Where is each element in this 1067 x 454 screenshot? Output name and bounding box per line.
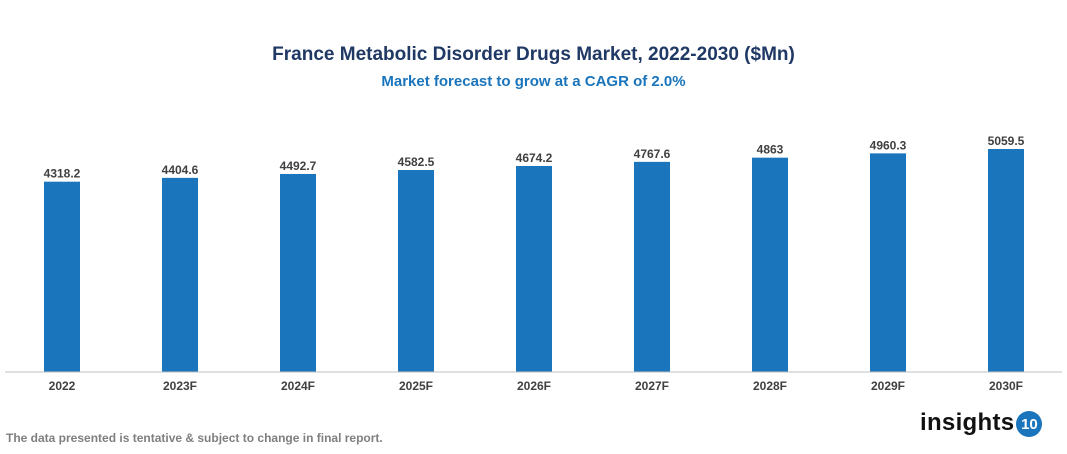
data-label: 4404.6 [162,163,199,177]
insights10-logo: insights 10 [920,408,1043,437]
data-label: 4582.5 [398,155,435,169]
x-tick-label: 2029F [871,379,905,393]
bar-2027F [634,161,670,372]
x-tick-label: 2023F [163,379,197,393]
bar-2028F [752,157,788,372]
x-tick-label: 2030F [989,379,1023,393]
data-label: 4863 [757,143,784,157]
data-label: 4674.2 [516,151,553,165]
logo-text: insights [920,408,1015,436]
chart-subtitle: Market forecast to grow at a CAGR of 2.0… [381,73,686,90]
bar-2026F [516,165,552,372]
bar-2030F [988,149,1024,372]
x-tick-label: 2025F [399,379,433,393]
data-label: 4318.2 [44,167,81,181]
data-label: 4492.7 [280,159,317,173]
x-tick-label: 2022 [49,379,76,393]
data-label: 4960.3 [870,138,907,152]
bar-2023F [162,177,198,372]
logo-badge: 10 [1016,411,1043,437]
bar-2029F [870,153,906,372]
x-tick-label: 2024F [281,379,315,393]
bar-2025F [398,170,434,372]
footer-disclaimer: The data presented is tentative & subjec… [6,431,383,445]
x-tick-label: 2026F [517,379,551,393]
x-tick-label: 2027F [635,379,669,393]
x-tick-label: 2028F [753,379,787,393]
bar-2024F [280,173,316,372]
bar-2022 [44,181,80,372]
data-label: 4767.6 [634,147,671,161]
data-label: 5059.5 [988,134,1025,148]
chart-title: France Metabolic Disorder Drugs Market, … [272,44,795,65]
